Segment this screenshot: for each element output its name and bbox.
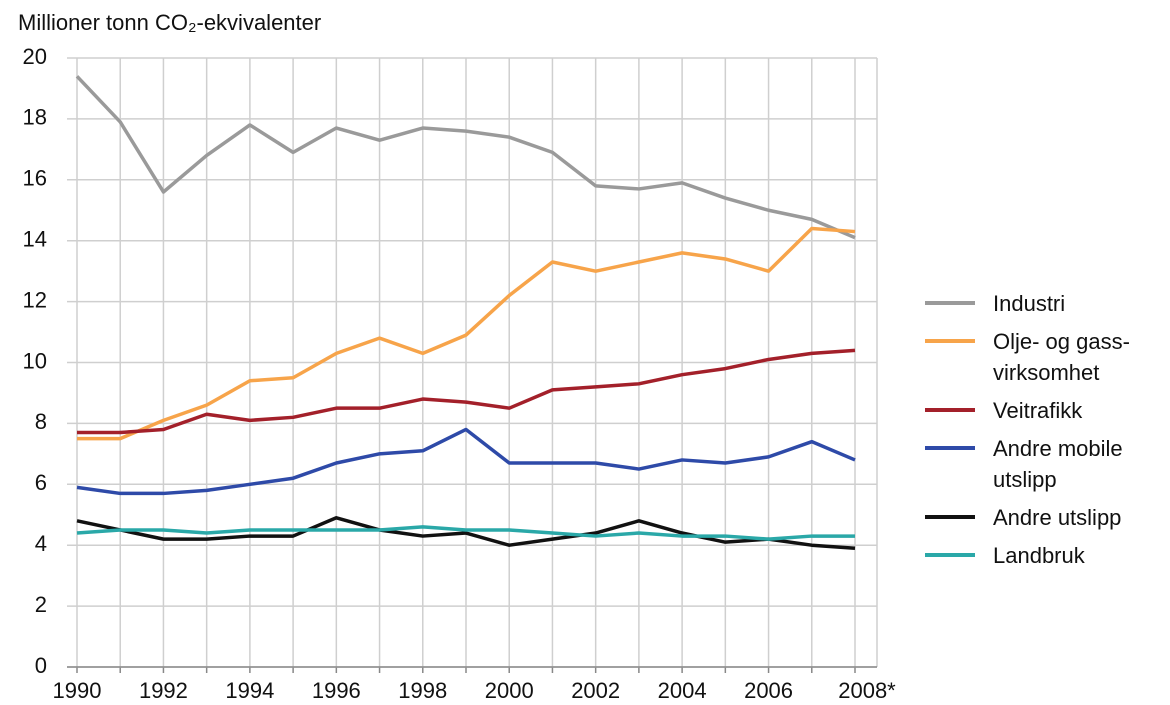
legend-label: Andre mobile utslipp <box>993 436 1123 492</box>
y-tick-label: 12 <box>23 287 47 312</box>
y-tick-label: 4 <box>35 531 47 556</box>
legend-label: Veitrafikk <box>993 398 1083 423</box>
x-tick-label: 2008* <box>838 678 896 703</box>
y-axis-label: Millioner tonn CO₂-ekvivalenter <box>18 10 321 35</box>
series-line <box>75 75 856 240</box>
legend-item: Landbruk <box>925 540 1165 571</box>
legend-swatch <box>925 339 975 343</box>
legend-item: Veitrafikk <box>925 395 1165 426</box>
series-line <box>76 516 856 550</box>
x-tick-label: 2006 <box>744 678 793 703</box>
legend-swatch <box>925 553 975 557</box>
x-tick-label: 1992 <box>139 678 188 703</box>
y-tick-label: 20 <box>23 44 47 69</box>
series-line <box>76 525 855 541</box>
x-tick-label: 1998 <box>398 678 447 703</box>
legend-label: Landbruk <box>993 543 1085 568</box>
legend-item: Olje- og gass-virksomhet <box>925 326 1165 388</box>
x-tick-label: 1994 <box>225 678 274 703</box>
x-tick-label: 1990 <box>53 678 102 703</box>
x-tick-label: 2004 <box>658 678 707 703</box>
legend-swatch <box>925 301 975 305</box>
legend-label: Industri <box>993 291 1066 316</box>
y-tick-label: 6 <box>35 470 47 495</box>
y-tick-label: 8 <box>35 409 47 434</box>
x-tick-label: 2002 <box>571 678 620 703</box>
legend-label: Olje- og gass-virksomhet <box>993 329 1130 385</box>
y-tick-label: 16 <box>23 166 47 191</box>
legend-item: Andre mobile utslipp <box>925 433 1165 495</box>
y-tick-label: 10 <box>23 348 47 373</box>
y-tick-label: 18 <box>23 105 47 130</box>
x-tick-label: 2000 <box>485 678 534 703</box>
y-tick-label: 2 <box>35 592 47 617</box>
x-tick-label: 1996 <box>312 678 361 703</box>
grid <box>67 57 878 673</box>
series-line <box>77 226 856 441</box>
legend-item: Andre utslipp <box>925 502 1165 533</box>
legend-swatch <box>925 408 975 412</box>
series-line <box>77 348 856 435</box>
y-tick-label: 0 <box>35 653 47 678</box>
legend-label: Andre utslipp <box>993 505 1122 530</box>
series-line <box>76 427 856 496</box>
legend: Industri Olje- og gass-virksomhet Veitrafi… <box>925 288 1165 578</box>
y-tick-label: 14 <box>23 227 47 252</box>
legend-item: Industri <box>925 288 1165 319</box>
legend-swatch <box>925 515 975 519</box>
legend-swatch <box>925 446 975 450</box>
